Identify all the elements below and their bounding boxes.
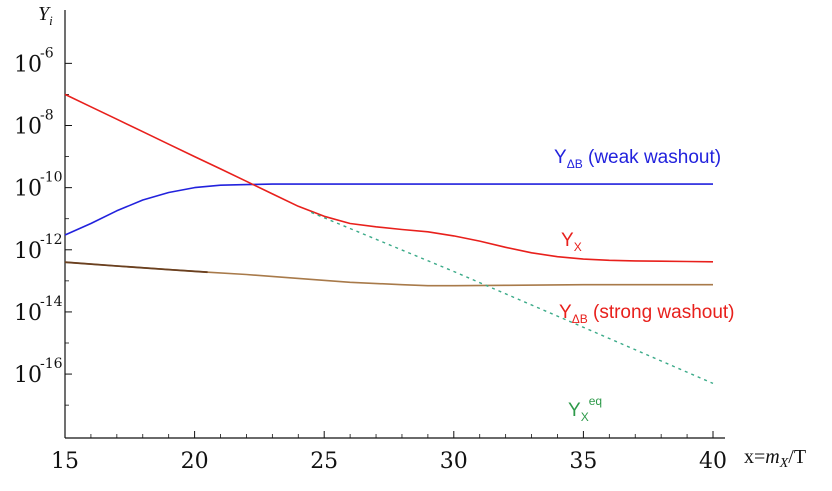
y-tick-exponent: -10: [40, 170, 63, 186]
y-tick-exponent: -8: [40, 108, 54, 124]
series-layer: [64, 93, 714, 385]
series-line-2: [64, 261, 713, 287]
label-strong-washout: YΔB (strong washout): [559, 302, 735, 326]
y-tick-label: 10: [14, 177, 42, 202]
label-weak-washout: YΔB (weak washout): [554, 147, 721, 171]
x-tick-label: 15: [51, 449, 79, 474]
y-tick-label: 10: [14, 115, 42, 140]
y-tick-exponent: -6: [40, 45, 54, 61]
y-tick-exponent: -14: [40, 294, 63, 310]
series-line-1: [64, 93, 714, 263]
x-axis-title: x=mX/T: [744, 446, 806, 471]
x-tick-label: 30: [440, 449, 468, 474]
y-tick-label: 10: [14, 239, 42, 264]
x-tick-label: 25: [310, 449, 338, 474]
x-ticks: 15 20 25 30 35 40: [51, 431, 727, 474]
y-tick-label: 10: [14, 301, 42, 326]
y-tick-label: 10: [14, 52, 42, 77]
x-tick-label: 20: [181, 449, 209, 474]
y-tick-exponent: -12: [40, 232, 63, 248]
label-yx-eq: YXeq: [568, 394, 602, 424]
axes: [64, 10, 725, 439]
x-tick-label: 35: [569, 449, 597, 474]
series-line-3: [310, 211, 714, 385]
y-tick-exponent: -16: [40, 356, 63, 372]
series-line-2-early: [64, 261, 208, 274]
y-tick-label: 10: [14, 363, 42, 388]
label-yx: YX: [561, 230, 582, 254]
y-axis-title: Yi: [38, 3, 53, 28]
series-line-0: [64, 183, 713, 236]
x-tick-label: 40: [699, 449, 727, 474]
